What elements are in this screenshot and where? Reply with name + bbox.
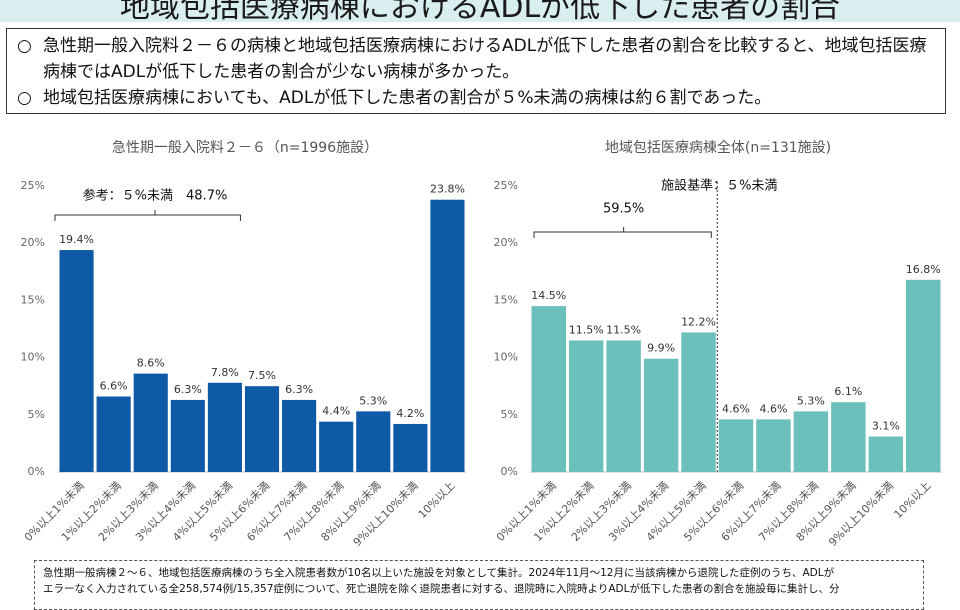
bar xyxy=(606,340,641,472)
bar xyxy=(868,436,904,472)
y-tick-label: 25% xyxy=(21,179,45,192)
value-label: 5.3% xyxy=(359,394,387,407)
bar xyxy=(393,423,428,472)
footnote: エラーなく入力されている全258,574例/15,357症例について、死亡退院を… xyxy=(43,583,840,595)
bar xyxy=(356,411,391,472)
x-tick-label: 10%以上 xyxy=(416,479,458,521)
bar xyxy=(906,279,941,472)
note: 急性期一般入院料２－６の病棟と地域包括医療病棟におけるADLが低下した患者の割合… xyxy=(17,33,935,85)
value-label: 23.8% xyxy=(430,183,465,196)
y-tick-label: 5% xyxy=(501,408,518,421)
value-label: 6.1% xyxy=(834,385,862,398)
value-label: 7.5% xyxy=(248,369,276,382)
chart-title: 地域包括医療病棟全体(n=131施設) xyxy=(605,139,831,156)
value-label: 4.6% xyxy=(722,402,750,415)
chart-title: 急性期一般入院料２－６（n=1996施設） xyxy=(112,140,378,156)
value-label: 16.8% xyxy=(906,263,941,276)
x-tick-label: 10%以上 xyxy=(891,479,933,521)
value-label: 3.1% xyxy=(872,420,900,433)
charts: 急性期一般入院料２－６（n=1996施設） 0% 5% 10% 15% 20% 25% 19.… xyxy=(21,139,942,549)
value-label: 4.4% xyxy=(322,405,350,418)
y-tick-label: 25% xyxy=(494,179,518,192)
value-label: 6.3% xyxy=(285,383,313,396)
bar xyxy=(793,411,829,472)
y-tick-label: 15% xyxy=(494,293,518,306)
bar xyxy=(207,382,242,472)
bar xyxy=(170,399,205,472)
page-title: 地域包括医療病棟におけるADLが低下した患者の割合 xyxy=(119,0,841,22)
value-label: 11.5% xyxy=(569,323,604,336)
bar xyxy=(831,402,866,472)
x-tick-label: 9%以上10%未満 xyxy=(351,479,421,549)
value-label: 9.9% xyxy=(647,342,675,355)
value-label: 11.5% xyxy=(606,323,641,336)
value-label: 14.5% xyxy=(531,289,566,302)
annotation: 59.5% xyxy=(603,202,644,217)
y-tick-label: 10% xyxy=(494,351,518,364)
annotation: 施設基準：５%未満 xyxy=(661,178,777,194)
value-label: 4.2% xyxy=(396,407,424,420)
bar xyxy=(756,419,791,472)
bar xyxy=(568,340,604,472)
value-label: 6.6% xyxy=(100,379,128,392)
note: 地域包括医療病棟においても、ADLが低下した患者の割合が５%未満の病棟は約６割で… xyxy=(17,85,935,111)
bar xyxy=(718,419,754,472)
y-tick-label: 20% xyxy=(21,236,45,249)
y-tick-label: 5% xyxy=(28,408,45,421)
bar xyxy=(133,373,168,472)
notes-box: 急性期一般入院料２－６の病棟と地域包括医療病棟におけるADLが低下した患者の割合… xyxy=(6,28,946,114)
bar xyxy=(282,399,317,472)
value-label: 5.3% xyxy=(797,394,825,407)
bar xyxy=(96,396,131,472)
y-tick-label: 20% xyxy=(494,236,518,249)
value-label: 12.2% xyxy=(681,315,716,328)
title-banner: 地域包括医療病棟におけるADLが低下した患者の割合 xyxy=(0,0,960,22)
footnote: 急性期一般病棟２～６、地域包括医療病棟のうち全入院患者数が10名以上いた施設を対… xyxy=(43,567,835,579)
y-tick-label: 0% xyxy=(28,465,45,478)
x-tick-label: 9%以上10%未満 xyxy=(826,479,896,549)
y-tick-label: 0% xyxy=(501,465,518,478)
y-tick-label: 10% xyxy=(21,351,45,364)
bar xyxy=(319,421,354,472)
bar xyxy=(681,332,716,472)
value-label: 6.3% xyxy=(174,383,202,396)
bar xyxy=(643,358,679,472)
bar xyxy=(531,306,566,472)
bar xyxy=(59,250,94,472)
value-label: 7.8% xyxy=(211,366,239,379)
bar xyxy=(430,199,465,472)
y-tick-label: 15% xyxy=(21,293,45,306)
bracket xyxy=(54,210,241,221)
bracket xyxy=(533,227,712,238)
value-label: 4.6% xyxy=(759,402,787,415)
value-label: 19.4% xyxy=(59,233,94,246)
bar xyxy=(244,386,280,472)
footnote-box: 急性期一般病棟２～６、地域包括医療病棟のうち全入院患者数が10名以上いた施設を対… xyxy=(34,560,924,610)
value-label: 8.6% xyxy=(137,357,165,370)
annotation: 参考：５%未満 48.7% xyxy=(83,188,228,204)
